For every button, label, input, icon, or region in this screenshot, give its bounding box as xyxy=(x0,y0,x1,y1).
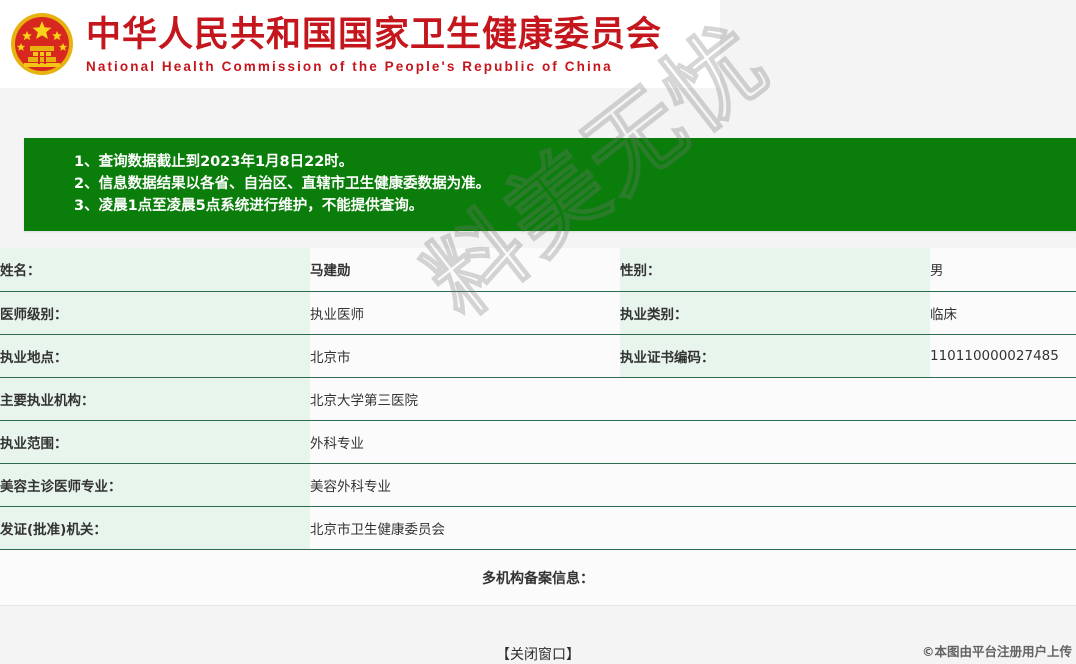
notice-wrap: 1、查询数据截止到2023年1月8日22时。 2、信息数据结果以各省、自治区、直… xyxy=(0,88,1076,231)
label-main-institution: 主要执业机构： xyxy=(0,377,310,421)
table-row: 主要执业机构： 北京大学第三医院 xyxy=(0,377,1076,421)
table-row: 美容主诊医师专业： 美容外科专业 xyxy=(0,463,1076,507)
label-license-number: 执业证书编码： xyxy=(620,334,930,378)
label-gender: 性别： xyxy=(620,248,930,292)
value-name: 马建勋 xyxy=(310,248,620,292)
value-practice-category: 临床 xyxy=(930,291,1076,335)
doctor-info-table: 姓名： 马建勋 性别： 男 医师级别： 执业医师 执业类别： 临床 执业地点： … xyxy=(0,248,1076,550)
table-row: 执业地点： 北京市 执业证书编码： 110110000027485 xyxy=(0,334,1076,378)
site-title-cn: 中华人民共和国国家卫生健康委员会 xyxy=(86,14,663,55)
national-emblem-icon xyxy=(8,10,76,78)
table-row: 姓名： 马建勋 性别： 男 xyxy=(0,248,1076,292)
label-doctor-level: 医师级别： xyxy=(0,291,310,335)
value-license-number: 110110000027485 xyxy=(930,334,1076,378)
label-practice-category: 执业类别： xyxy=(620,291,930,335)
multi-org-section-title: 多机构备案信息： xyxy=(0,549,1076,606)
table-row: 执业范围： 外科专业 xyxy=(0,420,1076,464)
value-gender: 男 xyxy=(930,248,1076,292)
value-practice-scope: 外科专业 xyxy=(310,420,1076,464)
notice-box: 1、查询数据截止到2023年1月8日22时。 2、信息数据结果以各省、自治区、直… xyxy=(24,138,1076,231)
site-title-en: National Health Commission of the People… xyxy=(86,59,613,75)
table-row: 医师级别： 执业医师 执业类别： 临床 xyxy=(0,291,1076,335)
value-doctor-level: 执业医师 xyxy=(310,291,620,335)
notice-line-2: 2、信息数据结果以各省、自治区、直辖市卫生健康委数据为准。 xyxy=(74,176,491,192)
site-header: 中华人民共和国国家卫生健康委员会 National Health Commiss… xyxy=(0,0,720,88)
table-row: 发证(批准)机关： 北京市卫生健康委员会 xyxy=(0,506,1076,550)
value-main-institution: 北京大学第三医院 xyxy=(310,377,1076,421)
label-practice-location: 执业地点： xyxy=(0,334,310,378)
value-issuing-authority: 北京市卫生健康委员会 xyxy=(310,506,1076,550)
label-cosmetic-specialty: 美容主诊医师专业： xyxy=(0,463,310,507)
close-window-link[interactable]: 【关闭窗口】 xyxy=(496,646,580,663)
value-cosmetic-specialty: 美容外科专业 xyxy=(310,463,1076,507)
label-practice-scope: 执业范围： xyxy=(0,420,310,464)
value-practice-location: 北京市 xyxy=(310,334,620,378)
notice-line-1: 1、查询数据截止到2023年1月8日22时。 xyxy=(74,154,354,170)
label-name: 姓名： xyxy=(0,248,310,292)
notice-line-3: 3、凌晨1点至凌晨5点系统进行维护，不能提供查询。 xyxy=(74,198,424,214)
header-text-block: 中华人民共和国国家卫生健康委员会 National Health Commiss… xyxy=(86,13,662,75)
label-issuing-authority: 发证(批准)机关： xyxy=(0,506,310,550)
